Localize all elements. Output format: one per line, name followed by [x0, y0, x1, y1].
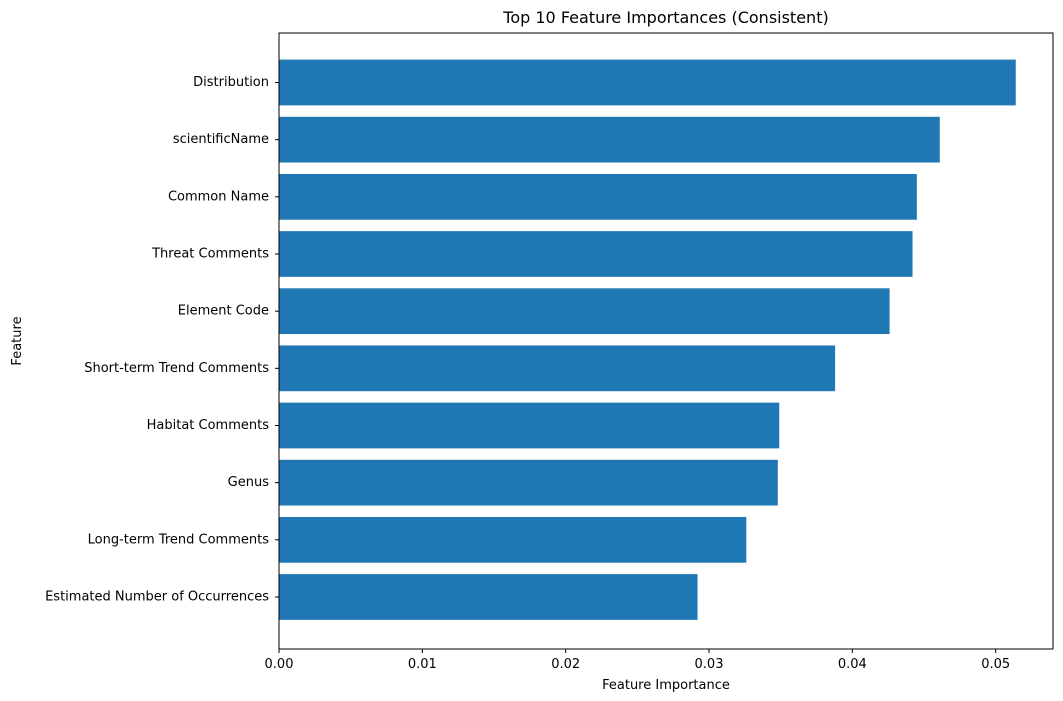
bar: [279, 231, 913, 277]
x-tick-label: 0.05: [981, 657, 1010, 672]
x-tick-label: 0.04: [838, 657, 867, 672]
y-tick-label: Genus: [228, 475, 270, 490]
bar: [279, 459, 778, 506]
bars-group: [279, 59, 1016, 620]
y-axis-label: Feature: [10, 316, 25, 365]
plot-frame: [278, 32, 1054, 650]
y-tick-label: Common Name: [168, 189, 269, 204]
y-tick-label: Threat Comments: [151, 247, 269, 262]
bar: [279, 574, 698, 620]
y-tick-label: Estimated Number of Occurrences: [45, 590, 269, 605]
chart-title: Top 10 Feature Importances (Consistent): [502, 8, 828, 27]
x-tick-label: 0.00: [265, 657, 294, 672]
bar: [279, 516, 747, 563]
y-tick-label: Short-term Trend Comments: [84, 361, 269, 376]
x-tick-label: 0.03: [695, 657, 724, 672]
y-tick-label: Long-term Trend Comments: [88, 532, 270, 547]
x-tick-label: 0.02: [551, 657, 580, 672]
y-axis-ticks: Distribution scientificName Common Name Thr…: [45, 75, 279, 605]
x-tick-label: 0.01: [408, 657, 437, 672]
y-tick-label: Distribution: [193, 75, 269, 90]
y-tick-label: Element Code: [178, 304, 269, 319]
x-axis-ticks: 0.00 0.01 0.02 0.03 0.04 0.05: [265, 649, 1010, 672]
bar: [279, 402, 780, 449]
bar: [279, 116, 940, 163]
bar: [279, 59, 1016, 106]
bar: [279, 345, 836, 392]
y-tick-label: Habitat Comments: [147, 418, 270, 433]
bar: [279, 288, 890, 335]
y-tick-label: scientificName: [173, 132, 269, 147]
bar: [279, 173, 917, 220]
x-axis-label: Feature Importance: [602, 678, 730, 693]
